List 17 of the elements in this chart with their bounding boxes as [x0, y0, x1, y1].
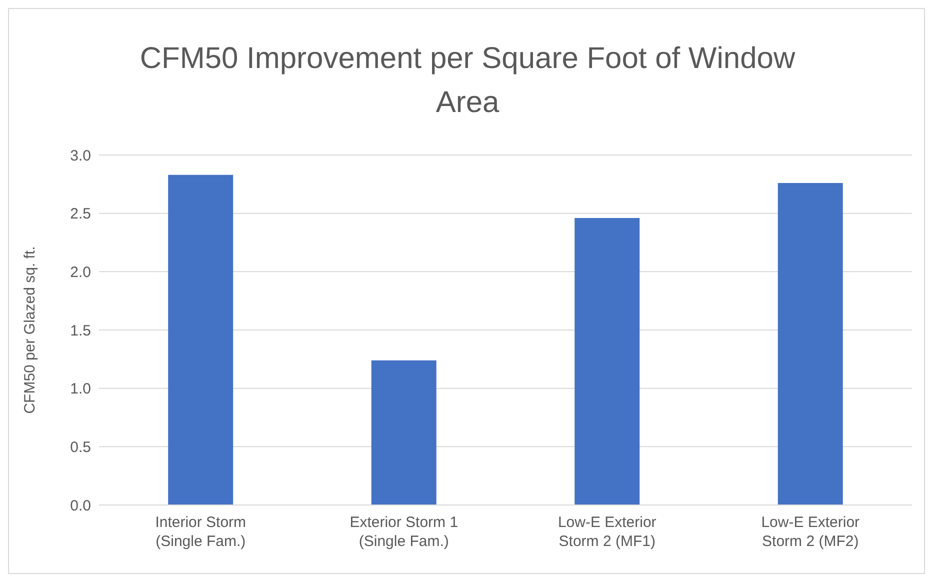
y-tick-label: 3.0	[70, 147, 91, 164]
bar	[168, 174, 234, 505]
y-tick-label: 0.5	[70, 438, 91, 456]
y-tick-label: 1.0	[70, 380, 91, 398]
x-tick-label: Interior Storm (Single Fam.)	[155, 514, 246, 550]
x-tick-label: Low-E Exterior Storm 2 (MF2)	[761, 514, 860, 550]
y-tick-label: 2.0	[70, 264, 91, 281]
y-tick-label: 1.5	[70, 322, 91, 340]
chart-title: CFM50 Improvement per Square Foot of Window Area	[138, 41, 796, 121]
y-axis-title: CFM50 per Glazed sq. ft.	[21, 246, 38, 414]
y-tick-label: 2.5	[70, 206, 91, 223]
bar	[778, 183, 843, 505]
y-tick-label: 0.0	[70, 497, 91, 514]
x-tick-label: Low-E Exterior Storm 2 (MF1)	[558, 514, 656, 550]
bar	[574, 218, 640, 505]
bar	[371, 360, 436, 505]
x-tick-label: Exterior Storm 1 (Single Fam.)	[350, 514, 458, 550]
